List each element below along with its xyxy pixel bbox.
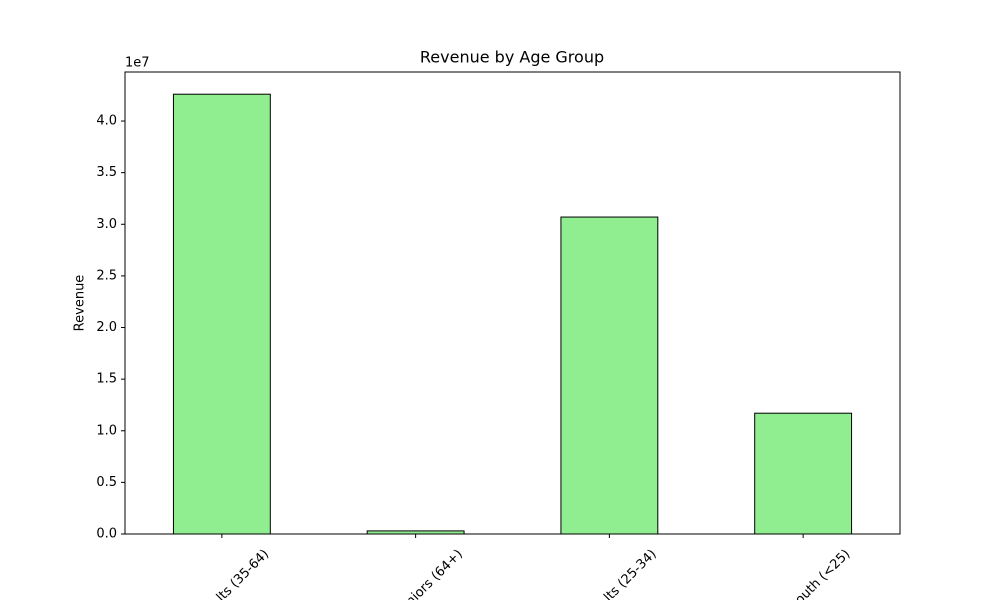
chart-title: Revenue by Age Group — [420, 48, 604, 67]
y-tick-label: 4.0 — [96, 114, 117, 129]
y-tick-label: 0.0 — [96, 527, 117, 542]
y-tick-label: 0.5 — [96, 475, 117, 490]
y-tick-label: 3.0 — [96, 217, 117, 232]
y-tick-label: 1.5 — [96, 372, 117, 387]
bar — [560, 216, 659, 535]
y-tick-label: 2.0 — [96, 320, 117, 335]
plot-frame — [124, 71, 901, 535]
y-tick-label: 2.5 — [96, 268, 117, 283]
y-tick-label: 3.5 — [96, 165, 117, 180]
y-tick-label: 1.0 — [96, 423, 117, 438]
y-offset-label: 1e7 — [125, 56, 150, 71]
y-axis-label: Revenue — [73, 275, 88, 332]
bar — [172, 93, 271, 535]
bar — [754, 412, 853, 535]
